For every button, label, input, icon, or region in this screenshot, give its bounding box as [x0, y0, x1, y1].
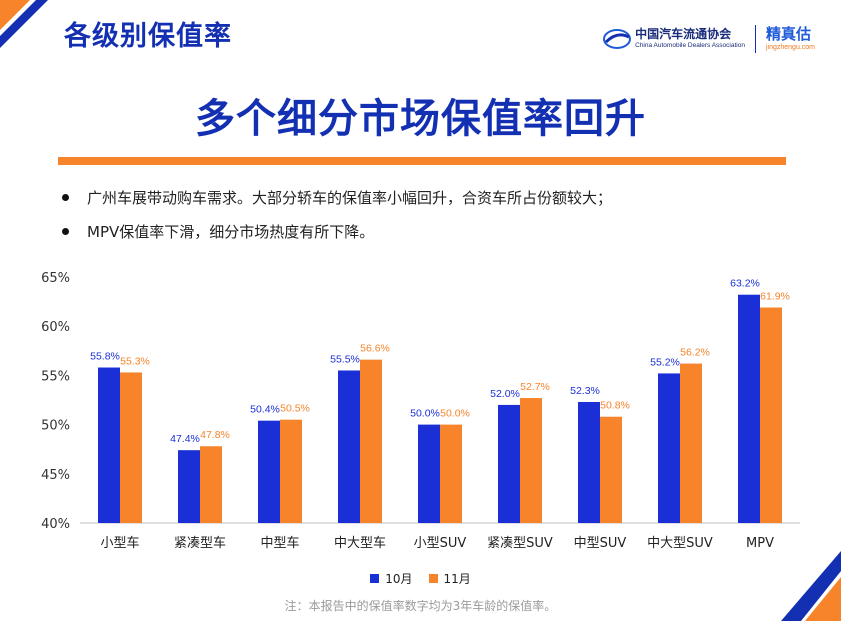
data-label: 47.4%: [170, 433, 200, 445]
legend-label-nov: 11月: [443, 572, 471, 586]
bar-oct: [658, 373, 680, 523]
bar-oct: [738, 294, 760, 523]
bar-oct: [178, 450, 200, 523]
data-label: 47.8%: [200, 429, 230, 441]
corner-decoration-top-left: [0, 0, 60, 60]
cada-name-en: China Automobile Dealers Association: [635, 42, 745, 49]
data-label: 50.8%: [600, 400, 630, 412]
bar-nov: [680, 363, 702, 523]
bar-oct: [98, 367, 120, 523]
page-header-title: 各级别保值率: [64, 21, 232, 52]
bullet-item: 广州车展带动购车需求。大部分轿车的保值率小幅回升，合资车所占份额较大；: [62, 186, 612, 208]
bar-oct: [578, 401, 600, 523]
cada-emblem-icon: [603, 29, 632, 49]
jzg-logo: 精真估 jingzhengu.com: [766, 26, 815, 52]
data-label: 55.8%: [90, 351, 120, 363]
bar-oct: [258, 420, 280, 523]
footnote: 注：本报告中的保值率数字均为3年车龄的保值率。: [284, 599, 557, 613]
bar-nov: [760, 307, 782, 523]
data-label: 63.2%: [730, 278, 760, 290]
bar-nov: [280, 419, 302, 523]
x-tick-label: 紧凑型SUV: [487, 536, 553, 551]
data-label: 56.2%: [680, 347, 710, 359]
x-tick-label: 中大型SUV: [647, 536, 713, 551]
bar-nov: [120, 372, 142, 523]
title-underline-bar: [58, 157, 786, 165]
legend-label-oct: 10月: [385, 572, 413, 586]
x-tick-label: 中型SUV: [574, 536, 627, 551]
y-tick-label: 60%: [41, 320, 70, 335]
bar-oct: [418, 424, 440, 523]
data-label: 55.5%: [330, 353, 360, 365]
bullet-text: 广州车展带动购车需求。大部分轿车的保值率小幅回升，合资车所占份额较大；: [87, 188, 613, 207]
bar-oct: [338, 370, 360, 523]
data-label: 50.0%: [440, 408, 470, 420]
bar-nov: [440, 424, 462, 523]
legend-item-nov: 11月: [428, 570, 471, 587]
y-tick-label: 55%: [41, 369, 70, 384]
data-label: 55.2%: [650, 356, 680, 368]
jzg-url: jingzhengu.com: [765, 44, 815, 51]
bar-nov: [600, 416, 622, 523]
bar-nov: [200, 446, 222, 523]
x-tick-label: 小型车: [100, 535, 139, 551]
x-tick-label: 紧凑型车: [174, 535, 226, 551]
y-tick-label: 45%: [41, 468, 70, 483]
x-tick-label: 小型SUV: [414, 536, 467, 551]
bullet-dot-icon: [62, 227, 69, 235]
jzg-name: 精真估: [765, 25, 811, 43]
y-tick-label: 65%: [41, 271, 70, 286]
bar-nov: [520, 398, 542, 523]
bar-nov: [360, 359, 382, 523]
main-title: 多个细分市场保值率回升: [195, 96, 646, 142]
bullet-item: MPV保值率下滑，细分市场热度有所下降。: [62, 220, 612, 242]
cada-name-cn: 中国汽车流通协会: [635, 27, 732, 41]
logo-divider: [754, 25, 756, 53]
data-label: 50.5%: [280, 403, 310, 415]
cada-logo: 中国汽车流通协会 China Automobile Dealers Associ…: [602, 27, 745, 51]
x-tick-label: MPV: [746, 536, 774, 551]
chart-legend: 10月 11月: [0, 570, 841, 587]
legend-swatch-nov: [428, 574, 438, 583]
x-tick-label: 中型车: [260, 535, 299, 551]
bar-oct: [498, 404, 520, 523]
legend-swatch-oct: [370, 574, 380, 583]
data-label: 61.9%: [760, 291, 790, 303]
y-tick-label: 40%: [41, 517, 70, 532]
bullet-dot-icon: [62, 193, 69, 201]
data-label: 52.3%: [570, 385, 600, 397]
data-label: 55.3%: [120, 355, 150, 367]
x-tick-label: 中大型车: [334, 535, 386, 551]
data-label: 50.4%: [250, 404, 280, 416]
data-label: 52.7%: [520, 381, 550, 393]
bullet-text: MPV保值率下滑，细分市场热度有所下降。: [87, 222, 375, 241]
data-label: 56.6%: [360, 343, 390, 355]
corner-decoration-bottom-right: [781, 531, 841, 621]
data-label: 50.0%: [410, 408, 440, 420]
y-tick-label: 50%: [41, 419, 70, 434]
legend-item-oct: 10月: [370, 570, 413, 587]
bullet-list: 广州车展带动购车需求。大部分轿车的保值率小幅回升，合资车所占份额较大； MPV保…: [62, 186, 612, 254]
data-label: 52.0%: [490, 388, 520, 400]
logo-area: 中国汽车流通协会 China Automobile Dealers Associ…: [602, 22, 815, 56]
